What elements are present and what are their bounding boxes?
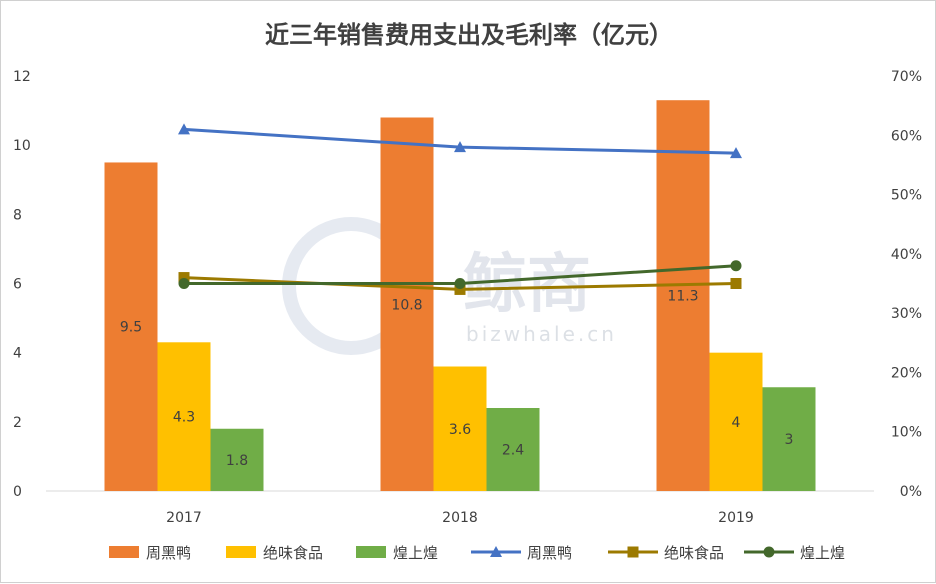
y2-tick-label: 40%	[891, 247, 922, 263]
y-tick-label: 0	[13, 484, 22, 500]
watermark: 鲸商 bizwhale.cn	[282, 217, 617, 355]
line-series-group	[178, 123, 742, 295]
y-tick-label: 6	[13, 277, 22, 293]
line-point-circle	[178, 278, 190, 289]
y-tick-label: 4	[13, 346, 22, 362]
bar-data-label: 1.8	[226, 453, 248, 469]
bar-data-label: 10.8	[391, 297, 422, 313]
bar-data-label: 9.5	[120, 320, 142, 336]
legend-label: 煌上煌	[800, 544, 845, 562]
bar-series-group	[104, 100, 816, 492]
legend-label: 周黑鸭	[527, 544, 572, 562]
y-tick-label: 12	[13, 69, 31, 85]
line-point-square	[454, 283, 466, 295]
bar	[210, 428, 264, 491]
line-point-circle	[454, 278, 466, 289]
watermark-text: 鲸商	[463, 248, 591, 322]
y2-tick-label: 0%	[900, 484, 922, 500]
line-point-circle	[763, 546, 775, 558]
legend: 周黑鸭 绝味食品 煌上煌 周黑鸭 绝味食品 煌上煌	[109, 544, 845, 562]
y-tick-label: 8	[13, 207, 22, 223]
line-point-circle	[730, 260, 742, 272]
x-tick-label: 2018	[442, 510, 478, 526]
x-tick-label: 2017	[166, 510, 202, 526]
y2-tick-label: 20%	[891, 365, 922, 381]
x-axis: 2017 2018 2019	[166, 510, 754, 526]
y-axis-right: 0% 10% 20% 30% 40% 50% 60% 70%	[891, 69, 922, 500]
y2-tick-label: 50%	[891, 188, 922, 204]
line-point-triangle	[490, 546, 502, 557]
bar-data-label: 3	[785, 432, 794, 448]
line-point-square	[627, 546, 639, 558]
bar-data-labels: 9.5 10.8 11.3 4.3 3.6 4 1.8 2.4 3	[120, 289, 794, 469]
bar-data-label: 11.3	[667, 289, 698, 305]
legend-swatch	[356, 546, 386, 558]
y2-tick-label: 10%	[891, 425, 922, 441]
y-tick-label: 2	[13, 415, 22, 431]
bar	[433, 366, 487, 491]
line-point-triangle	[178, 123, 190, 135]
line-point-triangle	[730, 147, 742, 159]
line-point-square	[178, 272, 190, 284]
legend-swatch	[226, 546, 256, 558]
bar-data-label: 4.3	[173, 410, 195, 426]
bar	[656, 100, 710, 491]
chart-title: 近三年销售费用支出及毛利率（亿元）	[265, 21, 673, 49]
bar	[486, 408, 540, 491]
bar	[104, 162, 158, 492]
watermark-subtext: bizwhale.cn	[466, 322, 617, 346]
bar-data-label: 4	[732, 415, 741, 431]
y2-tick-label: 30%	[891, 306, 922, 322]
y-tick-label: 10	[13, 138, 31, 154]
legend-label: 煌上煌	[393, 544, 438, 562]
bar-data-label: 3.6	[449, 422, 471, 438]
line-point-triangle	[454, 141, 466, 153]
bar-data-label: 2.4	[502, 443, 524, 459]
x-tick-label: 2019	[718, 510, 754, 526]
legend-label: 绝味食品	[664, 544, 724, 562]
bar	[157, 342, 211, 491]
bar	[762, 387, 816, 491]
y2-tick-label: 70%	[891, 69, 922, 85]
legend-label: 绝味食品	[263, 544, 323, 562]
legend-swatch	[109, 546, 139, 558]
y-axis-left: 0 2 4 6 8 10 12	[13, 69, 31, 500]
bar	[380, 117, 434, 491]
y2-tick-label: 60%	[891, 128, 922, 144]
line-point-square	[730, 278, 742, 289]
legend-label: 周黑鸭	[146, 544, 191, 562]
bar	[709, 352, 763, 491]
